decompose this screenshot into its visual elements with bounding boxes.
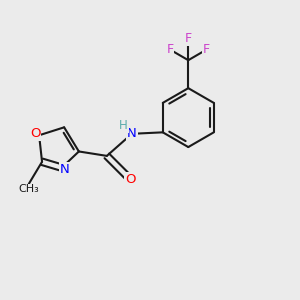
Text: H: H: [119, 119, 128, 132]
Text: N: N: [59, 163, 69, 176]
Text: F: F: [203, 43, 210, 56]
Text: CH₃: CH₃: [18, 184, 39, 194]
Text: O: O: [30, 127, 41, 140]
Text: F: F: [185, 32, 192, 46]
Text: N: N: [127, 127, 137, 140]
Text: O: O: [125, 173, 136, 186]
Text: F: F: [167, 43, 174, 56]
